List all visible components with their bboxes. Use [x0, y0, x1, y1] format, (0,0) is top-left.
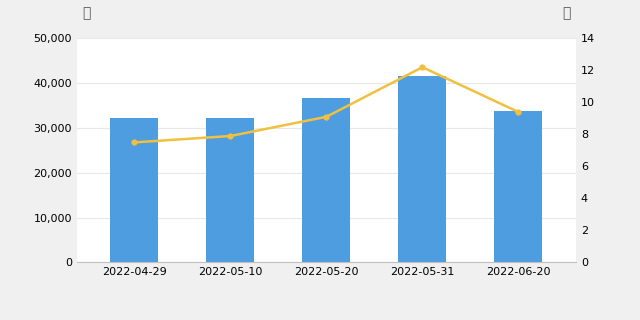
- Bar: [207, 118, 255, 262]
- Bar: [399, 76, 447, 262]
- Text: 户: 户: [82, 6, 91, 20]
- Bar: [495, 111, 543, 262]
- Bar: [111, 118, 159, 262]
- Text: 元: 元: [562, 6, 571, 20]
- Bar: [303, 98, 351, 262]
